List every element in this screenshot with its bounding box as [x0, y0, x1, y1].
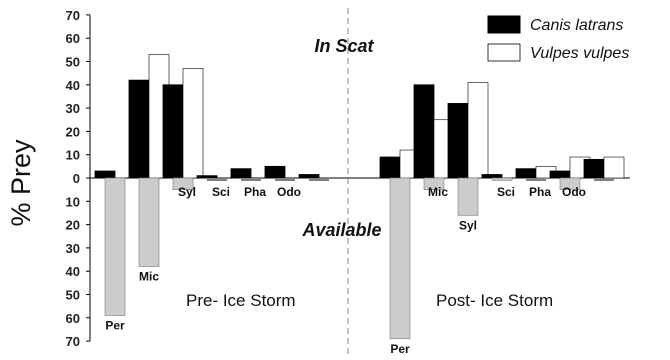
- y-tick-label: 60: [66, 311, 80, 326]
- bar-canis-odo: [264, 165, 286, 179]
- category-label-per: Per: [390, 342, 410, 356]
- category-label-per: Per: [105, 318, 125, 332]
- category-label-mic: Mic: [428, 185, 448, 199]
- y-tick-label: 10: [66, 148, 80, 163]
- bar-canis-odo: [549, 170, 571, 179]
- y-tick-label: 20: [66, 124, 80, 139]
- category-label-odo: Odo: [562, 185, 586, 199]
- legend-label-vulpes: Vulpes vulpes: [530, 45, 629, 62]
- y-tick-label: 40: [66, 264, 80, 279]
- bar-vulpes-syl: [467, 82, 489, 179]
- category-label-sci: Sci: [497, 185, 515, 199]
- legend: Canis latrans Vulpes vulpes: [487, 15, 629, 62]
- bar-vulpes-syl: [182, 68, 204, 179]
- bar-canis-pha: [515, 168, 537, 179]
- y-tick-label: 40: [66, 78, 80, 93]
- bar-canis-mic: [128, 79, 150, 179]
- period-label-pre: Pre- Ice Storm: [186, 291, 296, 310]
- bar-canis-syl: [447, 103, 469, 179]
- annotation-in-scat: In Scat: [314, 36, 374, 56]
- y-tick-label: 50: [66, 55, 80, 70]
- category-label-syl: Syl: [459, 218, 477, 232]
- legend-swatch-canis: [487, 15, 521, 34]
- period-label-post: Post- Ice Storm: [436, 291, 553, 310]
- bar-available-per: [389, 177, 411, 340]
- y-tick-label: 20: [66, 218, 80, 233]
- y-tick-label: 60: [66, 31, 80, 46]
- annotation-available: Available: [301, 220, 381, 240]
- category-label-sci: Sci: [212, 185, 230, 199]
- bar-available-per: [104, 177, 126, 316]
- category-label-mic: Mic: [139, 270, 159, 284]
- bar-canis-mic: [413, 84, 435, 179]
- bars-group: [94, 54, 625, 340]
- y-tick-label: 0: [73, 171, 80, 186]
- bar-available-syl: [457, 177, 479, 216]
- legend-swatch-vulpes: [487, 43, 521, 62]
- bar-canis-pha: [230, 168, 252, 179]
- bar-canis-other: [298, 174, 320, 179]
- labels-group: 70 60 50 40 30 20 10 0 10 20 30 40 50 60 70 Per Mic Syl Sc…: [66, 8, 586, 356]
- y-tick-label: 50: [66, 288, 80, 303]
- category-label-pha: Pha: [529, 185, 551, 199]
- bar-available-mic: [423, 177, 445, 190]
- y-axis-label: % Prey: [6, 139, 36, 227]
- bar-available-mic: [138, 177, 160, 267]
- bar-vulpes-other: [603, 156, 625, 179]
- category-label-odo: Odo: [277, 185, 301, 199]
- y-tick-label: 10: [66, 194, 80, 209]
- y-tick-label: 30: [66, 101, 80, 116]
- bar-canis-sci: [196, 175, 218, 179]
- y-tick-label: 30: [66, 241, 80, 256]
- bar-canis-other: [583, 158, 605, 179]
- bar-canis-syl: [162, 84, 184, 179]
- bar-canis-sci: [481, 174, 503, 179]
- category-label-syl: Syl: [178, 185, 196, 199]
- y-tick-label: 70: [66, 8, 80, 23]
- legend-label-canis: Canis latrans: [530, 17, 623, 34]
- category-label-pha: Pha: [244, 185, 266, 199]
- y-tick-label: 70: [66, 334, 80, 349]
- bar-canis-per: [94, 170, 116, 179]
- bar-canis-per: [379, 156, 401, 179]
- bar-available-odo: [559, 177, 581, 190]
- bar-available-syl: [172, 177, 194, 190]
- bar-available-sci: [491, 177, 513, 181]
